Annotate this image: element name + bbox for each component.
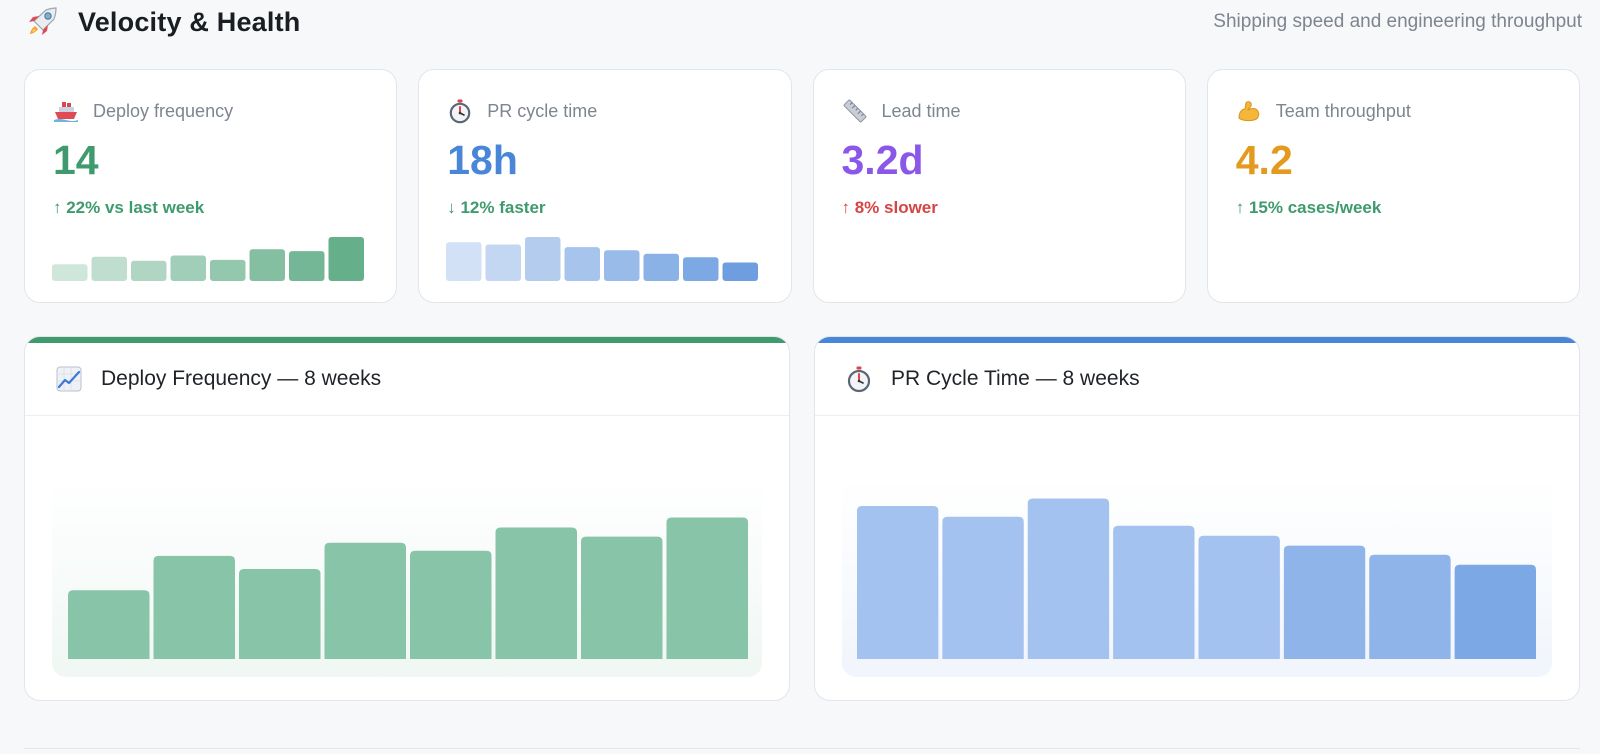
kpi-row: Deploy frequency 14 ↑ 22% vs last week P… bbox=[24, 69, 1580, 303]
panel-accent-bar bbox=[25, 337, 789, 343]
kpi-value: 3.2d bbox=[841, 137, 924, 183]
sparkline-bar bbox=[722, 262, 759, 281]
sparkline-bar bbox=[91, 256, 127, 281]
ship-icon bbox=[54, 102, 78, 122]
panel-accent-bar bbox=[815, 337, 1579, 343]
chart-bar bbox=[324, 542, 406, 659]
panel-deploy-frequency: Deploy Frequency — 8 weeks bbox=[24, 336, 790, 701]
chart-bar bbox=[857, 505, 939, 659]
brand: Velocity & Health bbox=[24, 4, 300, 40]
kpi-label: Lead time bbox=[881, 100, 961, 121]
sparkline-bar bbox=[52, 264, 88, 281]
sparkline-bar bbox=[446, 242, 482, 281]
divider bbox=[24, 748, 1580, 749]
pr-cycle-time-chart bbox=[842, 477, 1552, 677]
sparkline-pr-cycle-time bbox=[446, 237, 759, 281]
chart-bar bbox=[1283, 545, 1366, 659]
chart-bar bbox=[239, 569, 321, 659]
chart-bar bbox=[581, 536, 663, 659]
kpi-card-deploy-frequency: Deploy frequency 14 ↑ 22% vs last week bbox=[24, 69, 398, 303]
sparkline-bar bbox=[289, 251, 325, 281]
panel-pr-cycle-time: PR Cycle Time — 8 weeks bbox=[814, 336, 1580, 701]
rocket-icon bbox=[29, 7, 57, 35]
ruler-icon bbox=[843, 99, 866, 123]
page-subtitle: Shipping speed and engineering throughpu… bbox=[1213, 11, 1582, 32]
chart-bar bbox=[410, 550, 492, 659]
chart-increasing-icon bbox=[56, 366, 82, 392]
chart-bar bbox=[1454, 564, 1536, 659]
kpi-label: PR cycle time bbox=[487, 100, 598, 121]
flexed-biceps-icon bbox=[1238, 101, 1259, 122]
sparkline-bar bbox=[328, 237, 364, 281]
kpi-delta: ↑ 22% vs last week bbox=[53, 198, 205, 217]
kpi-card-lead-time: Lead time 3.2d ↑ 8% slower bbox=[812, 69, 1186, 303]
sparkline-bar bbox=[170, 255, 206, 281]
sparkline-bar bbox=[643, 253, 680, 281]
chart-bar bbox=[495, 527, 577, 659]
panel-header: PR Cycle Time — 8 weeks bbox=[815, 343, 1579, 416]
sparkline-bar bbox=[604, 250, 640, 281]
sparkline-bar bbox=[131, 260, 167, 281]
chart-bar bbox=[1198, 535, 1280, 659]
sparkline-bar bbox=[525, 237, 561, 281]
kpi-label: Deploy frequency bbox=[93, 100, 234, 121]
chart-bar bbox=[666, 517, 748, 659]
chart-bar bbox=[1369, 554, 1451, 659]
page-title: Velocity & Health bbox=[78, 6, 301, 37]
panel-header: Deploy Frequency — 8 weeks bbox=[25, 343, 789, 416]
sparkline-bar bbox=[210, 259, 246, 281]
panel-title: Deploy Frequency — 8 weeks bbox=[101, 367, 382, 390]
chart-bar bbox=[68, 590, 150, 659]
chart-bar bbox=[153, 555, 235, 659]
stopwatch-icon bbox=[847, 366, 871, 393]
sparkline-deploy-frequency bbox=[52, 237, 364, 281]
kpi-label: Team throughput bbox=[1275, 100, 1411, 121]
kpi-delta: ↑ 8% slower bbox=[841, 198, 938, 217]
chart-bar bbox=[1027, 498, 1110, 659]
chart-panels: Deploy Frequency — 8 weeks PR Cycle Time… bbox=[24, 336, 1580, 701]
sparkline-bar bbox=[485, 244, 522, 281]
kpi-value: 14 bbox=[53, 137, 99, 183]
kpi-card-team-throughput: Team throughput 4.2 ↑ 15% cases/week bbox=[1206, 69, 1580, 303]
sparkline-bar bbox=[564, 247, 601, 281]
sparkline-bar bbox=[249, 249, 285, 281]
deploy-frequency-chart bbox=[52, 477, 762, 677]
kpi-delta: ↑ 15% cases/week bbox=[1235, 198, 1382, 217]
panel-title: PR Cycle Time — 8 weeks bbox=[891, 367, 1140, 390]
stopwatch-icon bbox=[449, 99, 471, 124]
page-header: Velocity & Health Shipping speed and eng… bbox=[24, 0, 1582, 44]
kpi-value: 4.2 bbox=[1235, 137, 1293, 183]
chart-bar bbox=[942, 516, 1024, 659]
kpi-value: 18h bbox=[447, 137, 518, 183]
kpi-delta: ↓ 12% faster bbox=[447, 198, 546, 217]
chart-bar bbox=[1113, 525, 1195, 659]
kpi-card-pr-cycle-time: PR cycle time 18h ↓ 12% faster bbox=[418, 69, 792, 303]
sparkline-bar bbox=[683, 257, 719, 281]
